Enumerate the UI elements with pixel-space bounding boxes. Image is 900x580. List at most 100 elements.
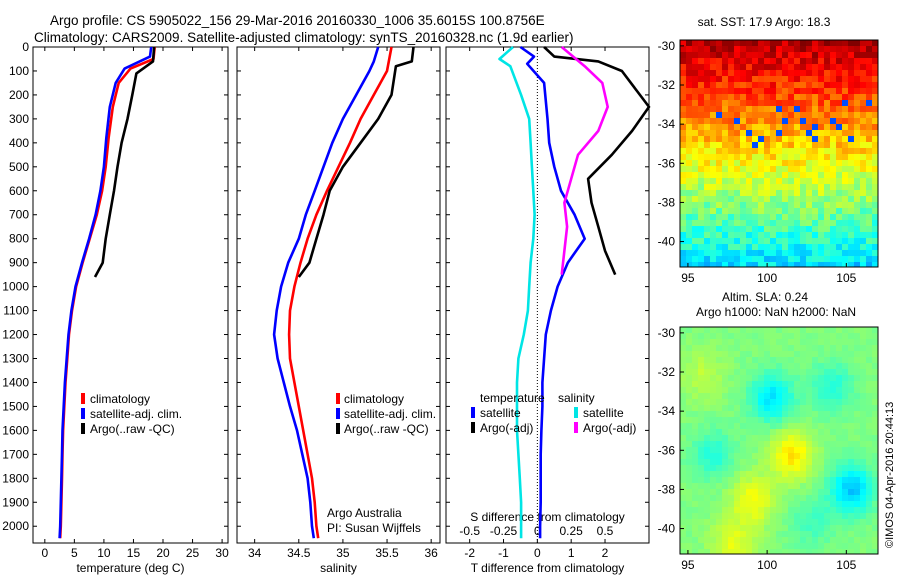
sla-map-cell (794, 411, 801, 418)
sst-map-cell (848, 64, 855, 71)
sla-map-cell (710, 459, 717, 466)
sst-map-cell (746, 184, 753, 191)
sst-map-cell (776, 202, 783, 209)
sla-map-cell (812, 453, 819, 460)
sst-map-cell (764, 238, 771, 245)
sst-map-cell (824, 172, 831, 179)
sst-map-cell (716, 220, 723, 227)
sst-map-cell (758, 178, 765, 185)
sla-map-cell (698, 459, 705, 466)
sla-map-cell (800, 543, 807, 550)
sst-map-cell (722, 250, 729, 257)
sst-map-cell (746, 256, 753, 263)
sst-map-cell (770, 58, 777, 65)
sla-map-cell (824, 489, 831, 496)
sla-map-cell (842, 351, 849, 358)
sla-map-cell (764, 369, 771, 376)
sst-map-cell (728, 262, 735, 267)
sst-map-cell (872, 160, 878, 167)
sst-map-cell (848, 184, 855, 191)
sst-map-cell (848, 232, 855, 239)
sst-map-cell (716, 256, 723, 263)
sla-map-cell (872, 537, 878, 544)
sst-map-cell (710, 184, 717, 191)
sla-map-cell (740, 411, 747, 418)
sst-map-cell (854, 112, 861, 119)
sla-map-cell (788, 453, 795, 460)
sst-map-cell (758, 52, 765, 59)
sst-map-cell (818, 136, 825, 143)
sla-map-cell (830, 351, 837, 358)
diff-legend-swatch-s (574, 407, 578, 418)
sla-map-cell (698, 513, 705, 520)
sst-map-cell (848, 214, 855, 221)
sla-map-cell (770, 351, 777, 358)
sst-map-cell (716, 70, 723, 77)
sla-map-cell (830, 519, 837, 526)
sst-map-cell (812, 130, 819, 137)
sst-map-cell (716, 196, 723, 203)
sla-map-cell (764, 507, 771, 514)
sla-map-cell (710, 381, 717, 388)
sst-map-cell (734, 100, 741, 107)
sst-map-cell (728, 64, 735, 71)
sla-map-cell (794, 363, 801, 370)
sst-map-cell (692, 94, 699, 101)
sst-map-cell (794, 94, 801, 101)
sst-map-cell (848, 178, 855, 185)
sla-map-cell (728, 531, 735, 538)
sla-map-cell (698, 363, 705, 370)
sst-map-cell (728, 46, 735, 53)
sst-map-cell (830, 100, 837, 107)
sst-map-cell (686, 46, 693, 53)
sst-map-cell (842, 124, 849, 131)
sla-map-cell (746, 399, 753, 406)
sla-map-cell (698, 489, 705, 496)
sla-map-cell (830, 531, 837, 538)
sla-map-cell (758, 393, 765, 400)
sst-map-cell (776, 220, 783, 227)
sst-map-cell (842, 112, 849, 119)
temperature-legend-swatch (81, 393, 85, 404)
sla-map-cell (836, 411, 843, 418)
sla-map-cell (728, 441, 735, 448)
sla-map-cell (836, 447, 843, 454)
sst-map-cell (776, 214, 783, 221)
sst-map-cell (812, 100, 819, 107)
sla-map-cell (842, 543, 849, 550)
sla-map-cell (734, 375, 741, 382)
sst-map-cell (734, 94, 741, 101)
sla-map-cell (734, 519, 741, 526)
sst-map-cell (740, 112, 747, 119)
sst-map-cell (806, 52, 813, 59)
sla-map-cell (824, 531, 831, 538)
sla-map-cell (764, 447, 771, 454)
sla-map-cell (788, 549, 795, 554)
sla-map-cell (758, 423, 765, 430)
sla-map-cell (842, 447, 849, 454)
sla-map-cell (830, 543, 837, 550)
sla-map-cell (800, 489, 807, 496)
sst-map-cell (794, 262, 801, 267)
sla-map-cell (788, 513, 795, 520)
sla-map-cell (794, 429, 801, 436)
sst-map-cell (812, 64, 819, 71)
sst-map-cell (686, 142, 693, 149)
temperature-xtick-label: 5 (71, 546, 78, 560)
sla-map-cell (830, 405, 837, 412)
sst-map-cell (860, 256, 867, 263)
sst-map-cell (764, 208, 771, 215)
sla-map-cell (686, 339, 693, 346)
sst-map-cell (698, 178, 705, 185)
sla-map-cell (752, 429, 759, 436)
sla-map-cell (872, 339, 878, 346)
sst-map-cell (722, 82, 729, 89)
sst-map-cell (764, 256, 771, 263)
sst-map-cell (794, 130, 801, 137)
sst-map-cell (806, 100, 813, 107)
sla-map-cell (686, 549, 693, 554)
sla-map-cell (692, 345, 699, 352)
sla-map-cell (854, 399, 861, 406)
sla-map-cell (686, 327, 693, 334)
